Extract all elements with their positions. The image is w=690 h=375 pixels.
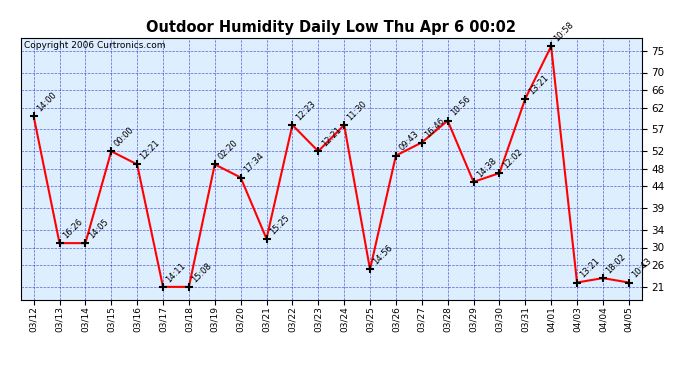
Text: 16:26: 16:26 [61,217,84,240]
Text: 15:08: 15:08 [190,261,213,284]
Title: Outdoor Humidity Daily Low Thu Apr 6 00:02: Outdoor Humidity Daily Low Thu Apr 6 00:… [146,20,516,35]
Text: 10:56: 10:56 [449,94,472,118]
Text: 13:21: 13:21 [578,256,602,280]
Text: 14:00: 14:00 [35,90,58,114]
Text: 12:21: 12:21 [319,125,343,148]
Text: 10:43: 10:43 [630,256,653,280]
Text: 14:56: 14:56 [371,243,395,267]
Text: 13:21: 13:21 [526,73,550,96]
Text: 12:23: 12:23 [294,99,317,122]
Text: 17:34: 17:34 [242,152,266,175]
Text: 14:05: 14:05 [87,217,110,240]
Text: 14:38: 14:38 [475,156,498,179]
Text: 02:20: 02:20 [216,138,239,162]
Text: Copyright 2006 Curtronics.com: Copyright 2006 Curtronics.com [23,42,166,51]
Text: 12:02: 12:02 [501,147,524,170]
Text: 10:58: 10:58 [553,20,575,44]
Text: 09:43: 09:43 [397,130,420,153]
Text: 15:25: 15:25 [268,213,291,236]
Text: 11:30: 11:30 [346,99,368,122]
Text: 00:00: 00:00 [112,125,136,148]
Text: 18:02: 18:02 [604,252,627,275]
Text: 16:46: 16:46 [423,116,446,140]
Text: 14:11: 14:11 [164,261,188,284]
Text: 12:21: 12:21 [139,138,161,162]
